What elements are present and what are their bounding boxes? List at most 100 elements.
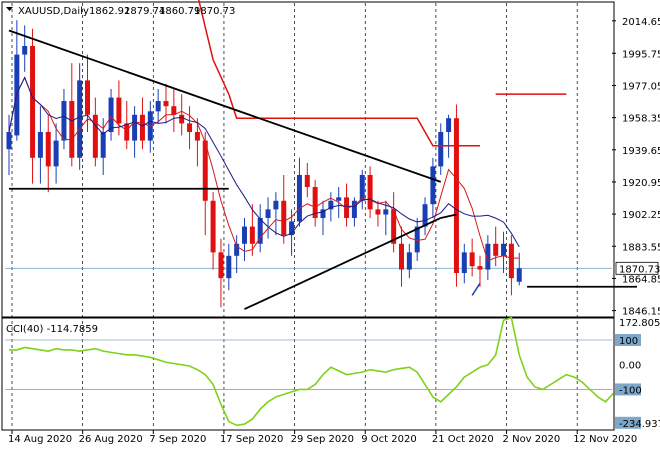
trend-overlays (8, 0, 637, 310)
candle-body (37, 131, 43, 158)
y-tick-label: 1995.75 (622, 49, 660, 60)
cci-tick-label: 172.8055 (619, 318, 660, 329)
lower-trendline[interactable] (244, 217, 442, 310)
candle-body (85, 80, 90, 115)
candle-body (234, 243, 240, 256)
candle-body (179, 114, 185, 124)
y-tick-label: 1864.85 (622, 274, 660, 285)
candle-body (155, 101, 161, 112)
candle-body (218, 252, 224, 279)
candle-body (336, 197, 342, 201)
x-tick-label: 26 Aug 2020 (79, 434, 143, 445)
candle-body (226, 255, 232, 279)
candle-body (187, 123, 193, 132)
candle-body (399, 243, 404, 270)
upper-trendline[interactable] (8, 29, 442, 183)
candle-body (414, 226, 420, 253)
cci-series (9, 316, 615, 427)
candlestick-series (6, 20, 522, 308)
candle-body (116, 97, 122, 124)
candle-body (351, 200, 357, 218)
ohlc-close: 1870.73 (194, 6, 235, 17)
cci-tick-box (615, 416, 641, 429)
candle-body (92, 114, 98, 158)
candle-body (242, 226, 247, 244)
candle-body (210, 200, 216, 253)
candle-body (344, 197, 350, 218)
cci-level-lines (5, 339, 612, 390)
y-tick-label: 1902.25 (622, 210, 660, 221)
candle-body (406, 252, 412, 270)
candle-body (69, 101, 75, 158)
candle-body (461, 252, 467, 274)
y-tick-label: 2014.65 (622, 17, 660, 28)
candle-body (249, 226, 255, 244)
ohlc-low: 1860.79 (159, 6, 200, 17)
y-tick-label: 1977.05 (622, 81, 660, 92)
candle-body (202, 140, 208, 201)
y-tick-label: 1846.15 (622, 307, 660, 318)
candle-body (469, 252, 475, 267)
candle-body (163, 101, 169, 107)
current-price-tag: 1870.73 (615, 261, 660, 275)
candle-body (273, 200, 279, 210)
candle-body (367, 174, 373, 210)
candle-body (22, 45, 28, 55)
x-tick-label: 21 Oct 2020 (432, 434, 494, 445)
y-tick-label: 1920.95 (622, 178, 660, 189)
candle-body (171, 106, 177, 115)
x-tick-label: 29 Sep 2020 (291, 434, 354, 445)
trailing-stop-line (197, 0, 480, 147)
cci-tick-label: -234.9375 (619, 419, 660, 430)
candle-body (6, 131, 12, 150)
candle-body (139, 114, 145, 141)
candle-body (320, 209, 326, 218)
candle-body (304, 174, 310, 188)
candle-body (328, 200, 334, 210)
candle-body (438, 131, 444, 167)
ohlc-open: 1862.92 (89, 6, 130, 17)
chart-menu-arrow-icon[interactable] (6, 7, 13, 11)
cci-line (9, 316, 615, 427)
candle-body (30, 45, 36, 158)
candle-body (53, 140, 59, 167)
candle-body (446, 118, 452, 132)
candle-body (391, 209, 397, 244)
x-tick-label: 14 Aug 2020 (8, 434, 72, 445)
cci-tick-label: -100 (619, 385, 642, 396)
cci-panel-frame (1, 317, 615, 431)
candle-body (477, 266, 483, 270)
candle-body (289, 221, 295, 236)
candle-body (508, 243, 514, 279)
candle-body (296, 174, 302, 222)
candle-body (77, 80, 83, 158)
x-tick-label: 9 Oct 2020 (361, 434, 416, 445)
y-tick-label: 1958.35 (622, 114, 660, 125)
cci-tick-label: 100 (619, 336, 638, 347)
svg-text:1870.73: 1870.73 (619, 264, 660, 275)
candle-body (194, 131, 200, 141)
candle-body (108, 97, 114, 132)
y-tick-label: 1939.65 (622, 146, 660, 157)
candle-body (383, 209, 389, 215)
candle-body (485, 243, 491, 270)
candle-body (430, 166, 436, 205)
cci-tick-box (615, 334, 641, 347)
x-tick-label: 12 Nov 2020 (573, 434, 637, 445)
candle-body (501, 243, 507, 256)
cci-axis: 172.8055 100 0.00 -100 -234.9375 (615, 318, 660, 430)
y-tick-label: 1883.55 (622, 242, 660, 253)
candle-body (100, 131, 106, 158)
candle-body (45, 131, 51, 167)
lower-trendline-ext[interactable] (440, 213, 457, 219)
candle-body (422, 204, 428, 227)
cci-tick-box (615, 383, 641, 396)
candle-body (257, 217, 263, 244)
price-axis: 2014.65 1995.75 1977.05 1958.35 1939.65 1920.… (612, 17, 660, 318)
candle-body (359, 174, 365, 201)
candle-body (124, 123, 130, 141)
moving-average-fast (8, 76, 520, 262)
arrow-marker (471, 282, 481, 296)
time-axis: 14 Aug 2020 26 Aug 2020 7 Sep 2020 17 Sep 2… (8, 430, 637, 445)
